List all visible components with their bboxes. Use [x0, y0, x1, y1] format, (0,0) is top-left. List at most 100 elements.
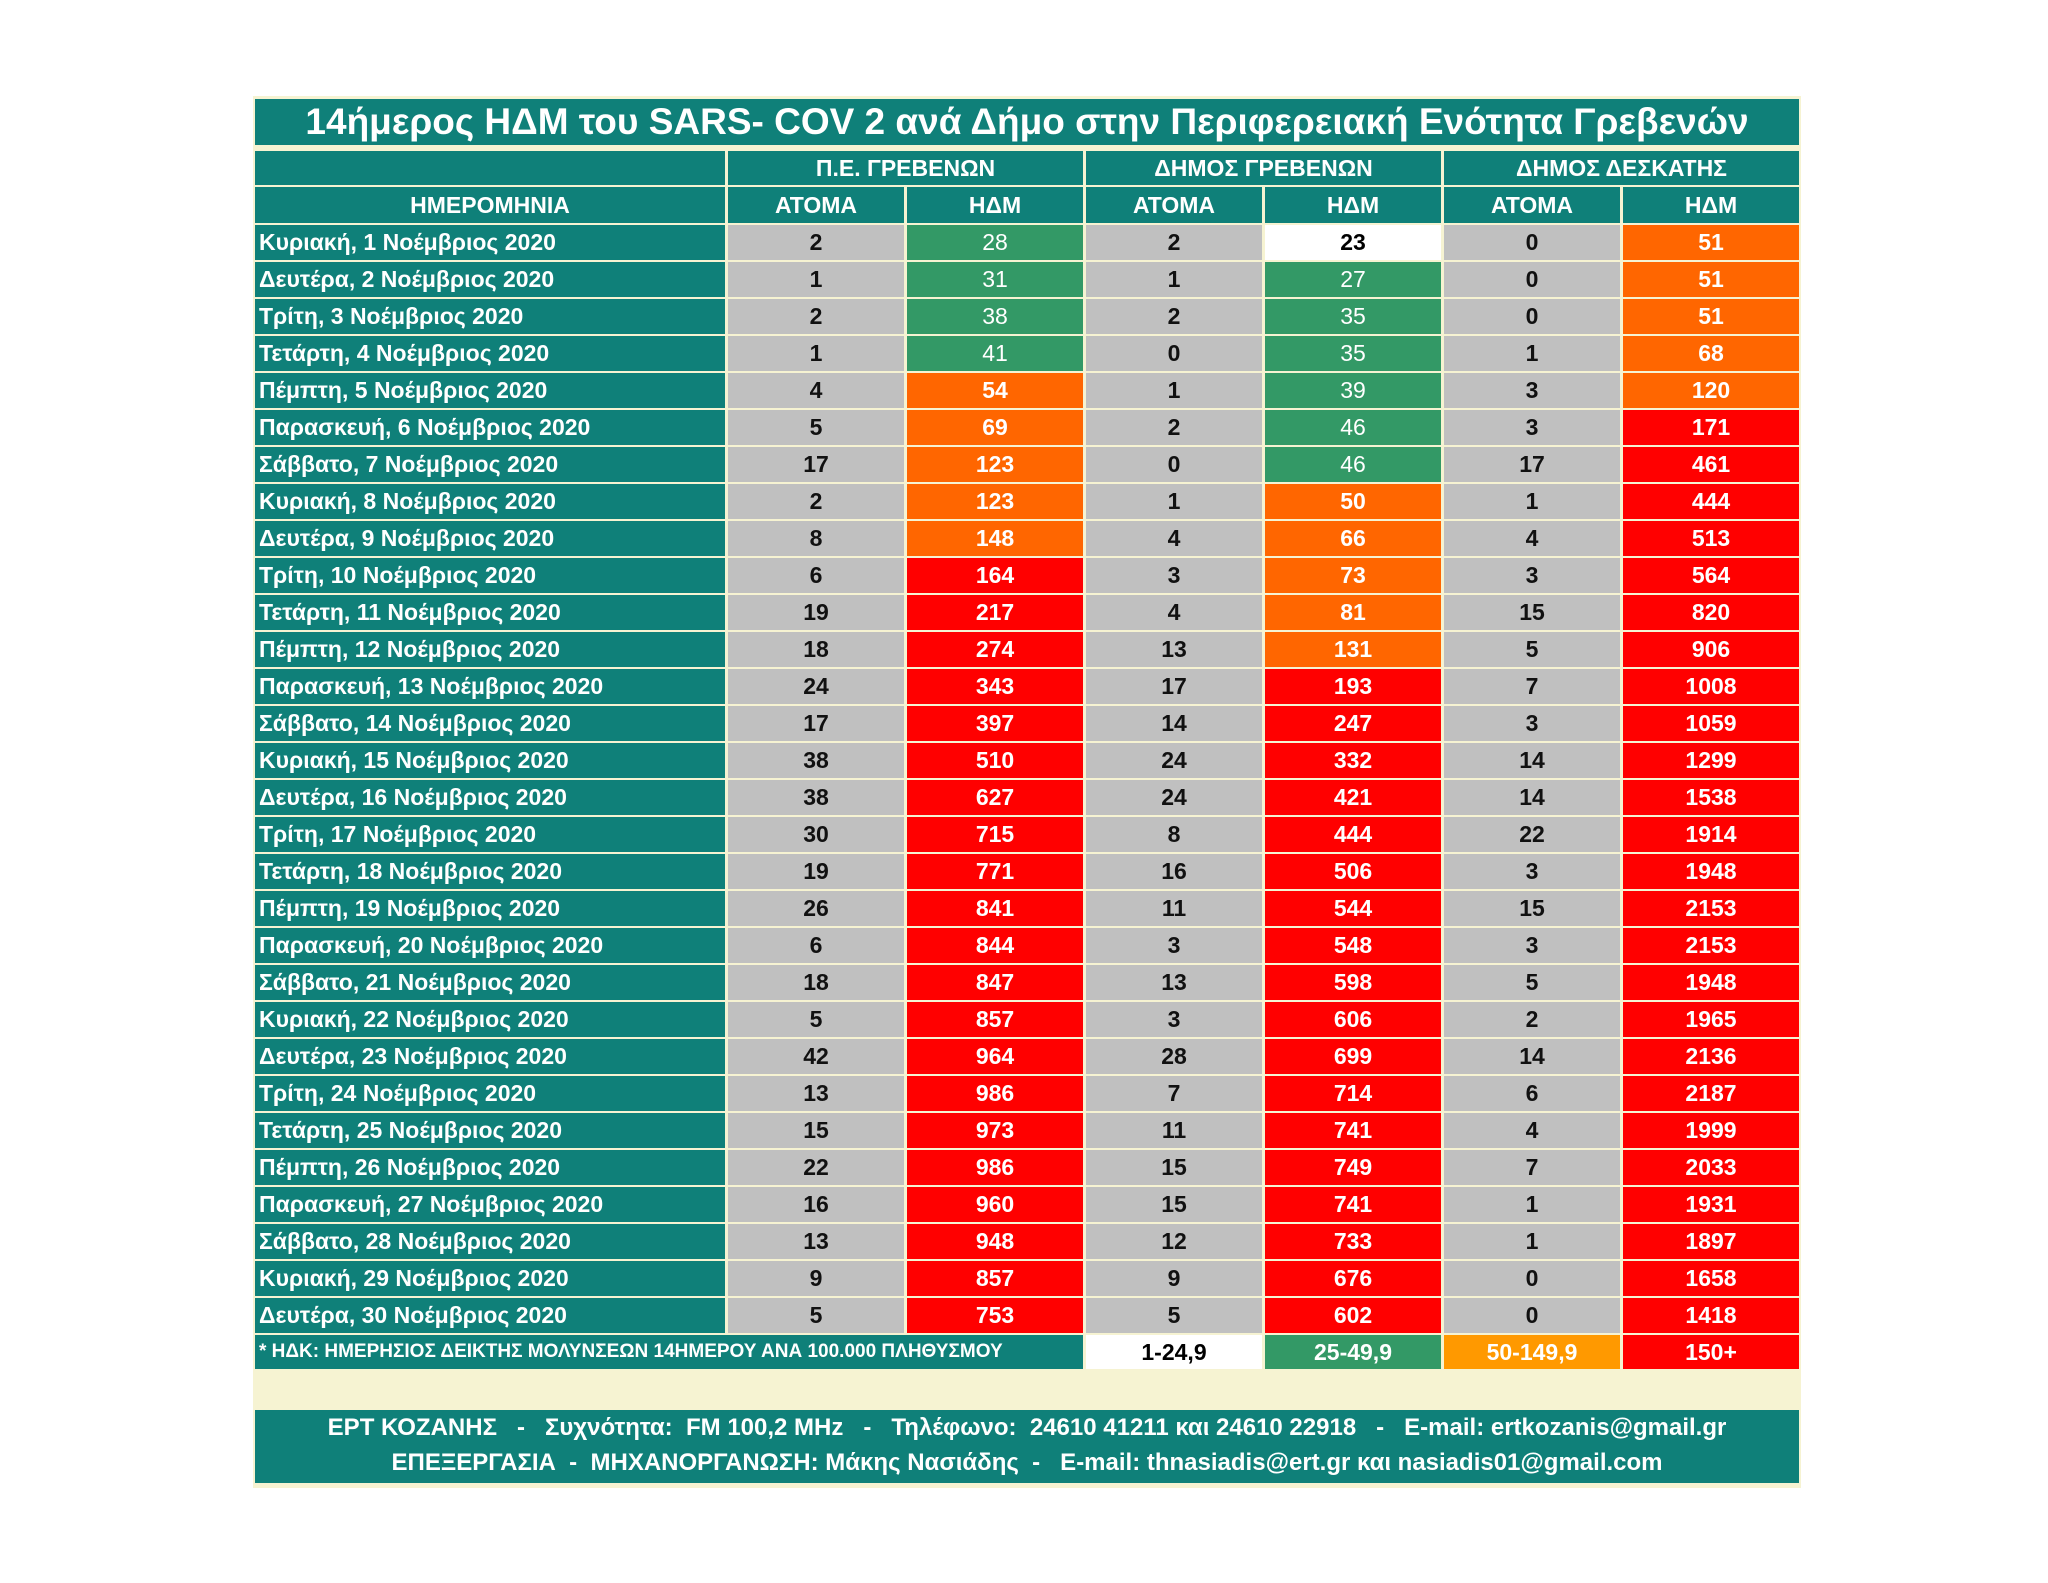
persons-cell: 2 [1444, 1002, 1620, 1037]
table-row: Τετάρτη, 25 Νοέμβριος 2020 15 973 11 741 4 199… [255, 1113, 1799, 1148]
index-cell: 820 [1623, 595, 1799, 630]
persons-cell: 16 [1086, 854, 1262, 889]
persons-cell: 15 [1444, 891, 1620, 926]
index-cell: 1965 [1623, 1002, 1799, 1037]
persons-cell: 4 [728, 373, 904, 408]
index-cell: 2033 [1623, 1150, 1799, 1185]
index-cell: 564 [1623, 558, 1799, 593]
index-cell: 51 [1623, 225, 1799, 260]
persons-cell: 3 [1444, 558, 1620, 593]
index-cell: 2153 [1623, 928, 1799, 963]
index-cell: 35 [1265, 336, 1441, 371]
row-date: Δευτέρα, 9 Νοέμβριος 2020 [255, 521, 725, 556]
persons-cell: 1 [1086, 262, 1262, 297]
persons-cell: 3 [1444, 854, 1620, 889]
index-cell: 857 [907, 1002, 1083, 1037]
persons-cell: 5 [728, 1002, 904, 1037]
index-cell: 54 [907, 373, 1083, 408]
date-column-header: ΗΜΕΡΟΜΗΝΙΑ [255, 187, 725, 223]
table-row: Κυριακή, 1 Νοέμβριος 2020 2 28 2 23 0 51 [255, 225, 1799, 260]
row-date: Παρασκευή, 6 Νοέμβριος 2020 [255, 410, 725, 445]
page-title: 14ήμερος ΗΔΜ του SARS- COV 2 ανά Δήμο στ… [255, 99, 1799, 145]
index-cell: 548 [1265, 928, 1441, 963]
persons-column-header: ΑΤΟΜΑ [1086, 187, 1262, 223]
index-cell: 343 [907, 669, 1083, 704]
persons-cell: 22 [728, 1150, 904, 1185]
index-cell: 841 [907, 891, 1083, 926]
persons-cell: 15 [728, 1113, 904, 1148]
row-date: Τρίτη, 24 Νοέμβριος 2020 [255, 1076, 725, 1111]
row-date: Τρίτη, 17 Νοέμβριος 2020 [255, 817, 725, 852]
index-cell: 39 [1265, 373, 1441, 408]
persons-cell: 1 [728, 262, 904, 297]
persons-cell: 7 [1086, 1076, 1262, 1111]
persons-cell: 9 [728, 1261, 904, 1296]
index-cell: 986 [907, 1076, 1083, 1111]
table-row: Πέμπτη, 19 Νοέμβριος 2020 26 841 11 544 15 215… [255, 891, 1799, 926]
row-date: Τετάρτη, 11 Νοέμβριος 2020 [255, 595, 725, 630]
table-row: Τετάρτη, 18 Νοέμβριος 2020 19 771 16 506 3 194… [255, 854, 1799, 889]
persons-cell: 30 [728, 817, 904, 852]
index-cell: 544 [1265, 891, 1441, 926]
persons-cell: 17 [1444, 447, 1620, 482]
legend-range-moderate: 25-49,9 [1265, 1335, 1441, 1369]
table-row: Σάββατο, 7 Νοέμβριος 2020 17 123 0 46 17 461 [255, 447, 1799, 482]
persons-cell: 13 [728, 1076, 904, 1111]
row-date: Πέμπτη, 26 Νοέμβριος 2020 [255, 1150, 725, 1185]
persons-cell: 6 [728, 928, 904, 963]
row-date: Κυριακή, 1 Νοέμβριος 2020 [255, 225, 725, 260]
persons-cell: 15 [1444, 595, 1620, 630]
index-cell: 46 [1265, 447, 1441, 482]
index-cell: 68 [1623, 336, 1799, 371]
row-date: Πέμπτη, 19 Νοέμβριος 2020 [255, 891, 725, 926]
table-row: Κυριακή, 22 Νοέμβριος 2020 5 857 3 606 2 1965 [255, 1002, 1799, 1037]
table-row: Τρίτη, 10 Νοέμβριος 2020 6 164 3 73 3 564 [255, 558, 1799, 593]
persons-cell: 38 [728, 780, 904, 815]
index-cell: 1059 [1623, 706, 1799, 741]
index-cell: 28 [907, 225, 1083, 260]
persons-cell: 0 [1086, 447, 1262, 482]
index-cell: 131 [1265, 632, 1441, 667]
persons-cell: 22 [1444, 817, 1620, 852]
table-row: Πέμπτη, 26 Νοέμβριος 2020 22 986 15 749 7 2033 [255, 1150, 1799, 1185]
index-cell: 733 [1265, 1224, 1441, 1259]
persons-cell: 5 [1444, 632, 1620, 667]
index-cell: 2136 [1623, 1039, 1799, 1074]
persons-cell: 3 [1444, 373, 1620, 408]
index-cell: 1538 [1623, 780, 1799, 815]
row-date: Κυριακή, 29 Νοέμβριος 2020 [255, 1261, 725, 1296]
persons-cell: 8 [728, 521, 904, 556]
persons-cell: 1 [1086, 484, 1262, 519]
table-row: Παρασκευή, 13 Νοέμβριος 2020 24 343 17 193 7 1… [255, 669, 1799, 704]
index-cell: 510 [907, 743, 1083, 778]
index-cell: 964 [907, 1039, 1083, 1074]
index-cell: 421 [1265, 780, 1441, 815]
table-row: Πέμπτη, 12 Νοέμβριος 2020 18 274 13 131 5 906 [255, 632, 1799, 667]
index-cell: 123 [907, 447, 1083, 482]
row-date: Τετάρτη, 4 Νοέμβριος 2020 [255, 336, 725, 371]
index-cell: 741 [1265, 1113, 1441, 1148]
index-cell: 51 [1623, 262, 1799, 297]
table-row: Δευτέρα, 16 Νοέμβριος 2020 38 627 24 421 14 15… [255, 780, 1799, 815]
index-cell: 847 [907, 965, 1083, 1000]
index-cell: 31 [907, 262, 1083, 297]
index-cell: 332 [1265, 743, 1441, 778]
persons-cell: 0 [1444, 1298, 1620, 1333]
index-cell: 23 [1265, 225, 1441, 260]
index-cell: 1931 [1623, 1187, 1799, 1222]
persons-cell: 0 [1444, 1261, 1620, 1296]
persons-cell: 9 [1086, 1261, 1262, 1296]
persons-cell: 1 [1444, 1187, 1620, 1222]
incidence-table: Π.Ε. ΓΡΕΒΕΝΩΝ ΔΗΜΟΣ ΓΡΕΒΕΝΩΝ ΔΗΜΟΣ ΔΕΣΚΑ… [252, 149, 1802, 1371]
persons-cell: 14 [1086, 706, 1262, 741]
index-column-header: ΗΔΜ [1623, 187, 1799, 223]
persons-cell: 4 [1086, 595, 1262, 630]
row-date: Τρίτη, 3 Νοέμβριος 2020 [255, 299, 725, 334]
index-cell: 27 [1265, 262, 1441, 297]
index-cell: 444 [1623, 484, 1799, 519]
persons-cell: 26 [728, 891, 904, 926]
persons-cell: 4 [1444, 521, 1620, 556]
table-row: Παρασκευή, 27 Νοέμβριος 2020 16 960 15 741 1 1… [255, 1187, 1799, 1222]
persons-cell: 4 [1086, 521, 1262, 556]
persons-cell: 1 [728, 336, 904, 371]
